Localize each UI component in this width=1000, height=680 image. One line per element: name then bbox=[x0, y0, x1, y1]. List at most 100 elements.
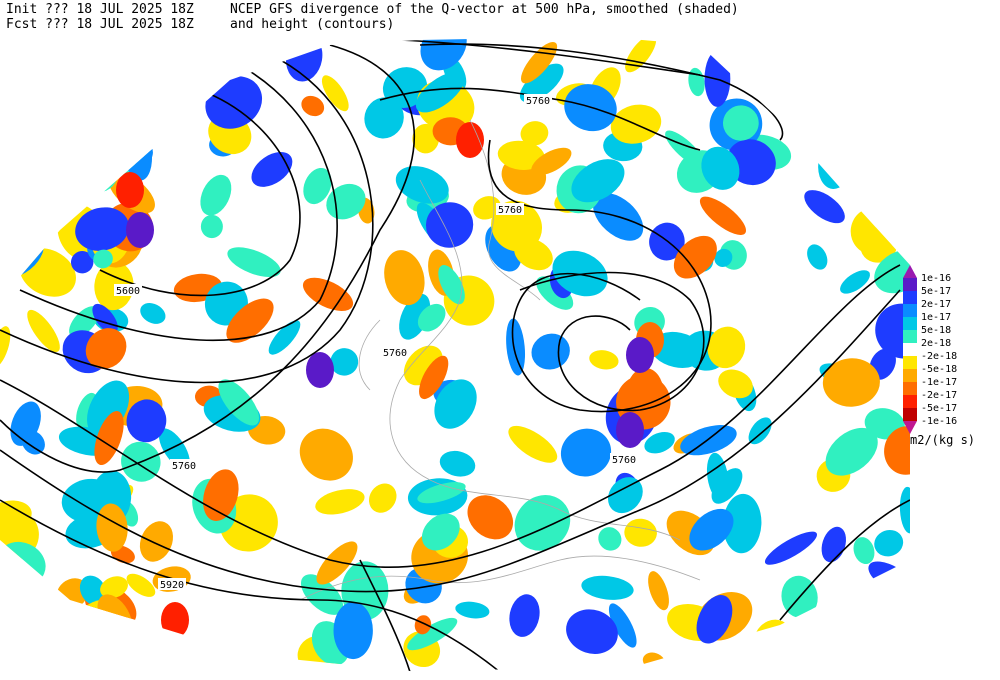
shade-blob bbox=[79, 575, 107, 606]
contour-label: 5600 bbox=[116, 286, 140, 297]
colorbar-arrow bbox=[903, 265, 917, 278]
shade-blob bbox=[66, 68, 86, 98]
shade-blob bbox=[875, 303, 910, 359]
colorbar-swatch bbox=[903, 395, 917, 408]
shade-blob bbox=[888, 607, 910, 652]
shading bbox=[0, 38, 910, 672]
shade-blob bbox=[737, 650, 770, 672]
contour-label: 5760 bbox=[383, 348, 407, 359]
shade-blob bbox=[126, 212, 154, 248]
shade-blob bbox=[455, 601, 490, 619]
contour-label-bg bbox=[381, 346, 409, 358]
colorbar-arrow bbox=[903, 421, 917, 434]
colorbar-swatch bbox=[903, 330, 917, 343]
shade-blob bbox=[32, 182, 72, 222]
shade-blob bbox=[821, 618, 871, 668]
shade-blob bbox=[56, 83, 84, 135]
shade-blob bbox=[650, 331, 705, 368]
shade-blob bbox=[161, 602, 189, 638]
shade-blob bbox=[899, 486, 910, 534]
shade-blob bbox=[420, 38, 467, 71]
shade-blob bbox=[364, 97, 404, 139]
shade-blob bbox=[200, 174, 232, 216]
shade-blob bbox=[21, 430, 45, 455]
height-contours bbox=[0, 39, 910, 672]
colorbar-label: -5e-17 bbox=[921, 403, 957, 414]
shade-blob bbox=[644, 431, 675, 454]
shade-blob bbox=[874, 249, 910, 294]
shade-blob bbox=[16, 44, 53, 80]
shade-blob bbox=[303, 167, 332, 205]
shade-blob bbox=[384, 250, 425, 306]
shade-blob bbox=[883, 75, 906, 109]
contour-labels: 5760 5760 5600 5760 5760 5760 5920 bbox=[114, 94, 638, 591]
shade-blob bbox=[718, 369, 753, 399]
shade-blob bbox=[93, 249, 113, 269]
shade-blob bbox=[126, 573, 156, 597]
colorbar-label: -5e-18 bbox=[921, 364, 957, 375]
shade-blob bbox=[847, 634, 873, 668]
shade-blob bbox=[560, 428, 612, 477]
title-line: and height (contours) bbox=[230, 17, 394, 32]
contour-label: 5760 bbox=[172, 461, 196, 472]
shade-blob bbox=[434, 379, 477, 429]
colorbar-label: 2e-18 bbox=[921, 338, 951, 349]
shade-blob bbox=[369, 483, 397, 513]
shade-blob bbox=[61, 129, 96, 157]
shade-blob bbox=[520, 41, 558, 84]
shade-blob bbox=[818, 139, 853, 189]
shade-blob bbox=[0, 256, 25, 277]
shade-blob bbox=[439, 450, 476, 477]
shade-blob bbox=[626, 337, 654, 373]
colorbar-swatch bbox=[903, 356, 917, 369]
title-line: NCEP GFS divergence of the Q-vector at 5… bbox=[230, 2, 739, 17]
shade-blob bbox=[648, 571, 669, 611]
shade-blob bbox=[94, 261, 134, 311]
shade-blob bbox=[53, 162, 78, 198]
colorbar-label: -2e-17 bbox=[921, 390, 957, 401]
colorbar-swatch bbox=[903, 304, 917, 317]
shade-blob bbox=[17, 61, 67, 102]
shade-blob bbox=[92, 303, 118, 334]
shade-blob bbox=[689, 508, 734, 551]
shade-blob bbox=[70, 250, 94, 274]
shade-blob bbox=[299, 428, 353, 481]
contour-label-bg bbox=[114, 284, 142, 296]
shade-blob bbox=[302, 277, 354, 311]
colorbar-units: m2/(kg s) bbox=[910, 433, 975, 447]
shade-blob bbox=[822, 358, 880, 407]
shade-blob bbox=[306, 352, 334, 388]
shade-blob bbox=[158, 428, 190, 470]
shade-blob bbox=[722, 105, 759, 141]
shade-blob bbox=[859, 38, 889, 68]
shade-blob bbox=[519, 63, 564, 103]
shade-blob bbox=[417, 482, 466, 504]
colorbar-label: -1e-17 bbox=[921, 377, 957, 388]
shade-blob bbox=[79, 53, 115, 107]
contour-label-bg bbox=[524, 94, 552, 106]
colorbar-label: 5e-17 bbox=[921, 286, 951, 297]
shade-blob bbox=[139, 521, 174, 562]
shade-blob bbox=[552, 250, 608, 297]
colorbar-swatch bbox=[903, 382, 917, 395]
colorbar-swatch bbox=[903, 343, 917, 356]
shade-blob bbox=[412, 123, 440, 154]
colorbar-swatch bbox=[903, 278, 917, 291]
shade-blob bbox=[205, 76, 263, 129]
shade-blob bbox=[884, 426, 910, 475]
shade-blob bbox=[116, 172, 144, 208]
shade-blob bbox=[707, 326, 746, 369]
shade-blob bbox=[421, 513, 460, 551]
shade-blob bbox=[696, 595, 733, 644]
shade-blob bbox=[624, 518, 657, 547]
shade-blob bbox=[506, 318, 526, 376]
shade-blob bbox=[871, 586, 910, 620]
shade-blob bbox=[880, 128, 903, 149]
shade-blob bbox=[598, 527, 622, 551]
shade-blob bbox=[807, 244, 828, 270]
shade-blob bbox=[333, 601, 373, 660]
shade-blob bbox=[218, 379, 259, 426]
shade-blob bbox=[85, 328, 127, 369]
contour-label: 5760 bbox=[498, 205, 522, 216]
contour-label: 5760 bbox=[612, 455, 636, 466]
